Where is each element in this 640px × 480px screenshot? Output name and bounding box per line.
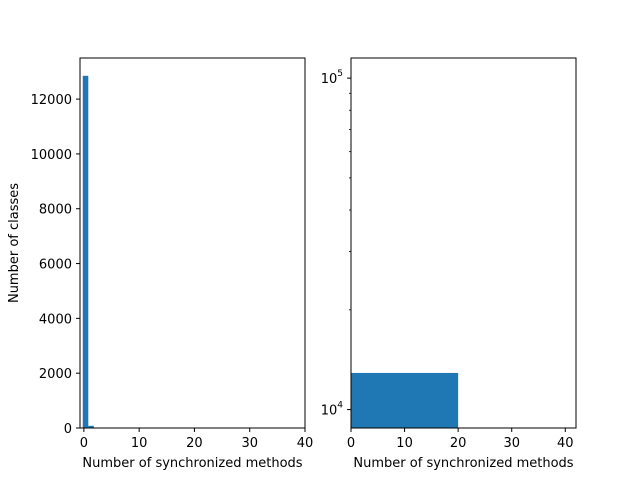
right-x-ticks: 0 10 20 30 40	[347, 428, 574, 451]
right-histogram: 0 10 20 30 40 104 105 Number of synchronized …	[321, 57, 577, 471]
left-x-ticks: 0 10 20 30 40	[80, 428, 314, 451]
y-tick-label: 2000	[39, 367, 72, 382]
histogram-bar-1	[88, 425, 94, 428]
right-bars	[351, 372, 459, 428]
x-tick-label: 40	[557, 436, 574, 451]
left-x-axis-label: Number of synchronized methods	[82, 456, 302, 471]
right-x-axis-label: Number of synchronized methods	[353, 456, 573, 471]
x-tick-label: 30	[503, 436, 520, 451]
y-tick-label: 105	[321, 69, 343, 87]
left-y-ticks: 0 2000 4000 6000 8000 10000 12000	[31, 93, 80, 437]
left-y-axis-label: Number of classes	[7, 183, 22, 303]
right-y-ticks: 104 105	[321, 69, 351, 419]
x-tick-label: 10	[131, 436, 148, 451]
y-tick-label: 10000	[31, 148, 72, 163]
y-tick-label: 6000	[39, 258, 72, 273]
y-tick-label: 0	[64, 422, 72, 437]
histogram-bar-0	[351, 372, 459, 428]
x-tick-label: 20	[186, 436, 203, 451]
x-tick-label: 40	[297, 436, 314, 451]
x-tick-label: 0	[80, 436, 88, 451]
x-tick-label: 30	[241, 436, 258, 451]
y-tick-label: 104	[321, 401, 344, 419]
histogram-bar-0	[82, 75, 89, 428]
left-bars	[82, 75, 94, 428]
left-axes-frame	[79, 57, 306, 429]
right-axes-frame	[350, 57, 577, 429]
left-histogram: 0 10 20 30 40 0 2000 4000 6000 8000 10000 12000 Nu…	[7, 57, 314, 471]
y-tick-label: 4000	[39, 312, 72, 327]
x-tick-label: 10	[396, 436, 413, 451]
y-tick-label: 12000	[31, 93, 72, 108]
x-tick-label: 20	[450, 436, 467, 451]
x-tick-label: 0	[347, 436, 355, 451]
y-tick-label: 8000	[39, 203, 72, 218]
